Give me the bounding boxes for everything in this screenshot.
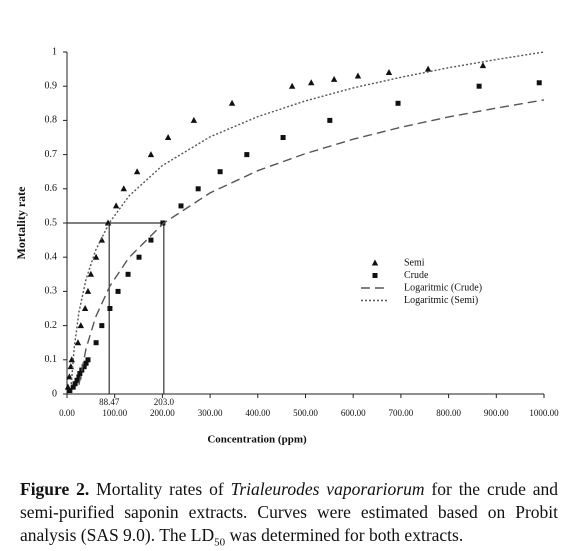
y-axis-label: Mortality rate [14, 186, 28, 260]
y-tick-label: 0.7 [45, 149, 58, 160]
legend-marker [372, 273, 378, 278]
x-tick-label: 0.00 [59, 408, 75, 418]
data-point [104, 219, 112, 226]
data-point [98, 236, 106, 243]
legend-label: Semi [404, 257, 425, 268]
data-point [70, 384, 76, 390]
data-point [217, 169, 223, 175]
y-tick-label: 1 [52, 46, 57, 57]
caption-text: was determined for both extracts. [225, 525, 464, 545]
x-tick-label: 100.00 [102, 408, 127, 418]
data-point [81, 305, 89, 311]
data-point [120, 185, 127, 192]
data-point [288, 82, 296, 89]
caption-text: Figure 2. [20, 479, 90, 499]
data-point [228, 99, 236, 106]
data-point [385, 69, 393, 76]
data-point [330, 75, 338, 82]
data-point [68, 356, 75, 363]
data-point [244, 152, 250, 158]
x-tick-label: 800.00 [436, 408, 461, 418]
y-tick-label: 0.2 [45, 320, 58, 331]
x-tick-label: 900.00 [484, 408, 509, 418]
data-point [148, 237, 154, 243]
data-point [85, 357, 91, 363]
caption: Figure 2. Mortality rates of Trialeurode… [20, 478, 558, 551]
data-point [536, 80, 542, 86]
y-tick-label: 0.6 [45, 183, 58, 194]
data-point [476, 83, 482, 89]
data-point [74, 339, 82, 346]
reference-label: 203.0 [154, 397, 175, 407]
caption-text: Trialeurodes vaporariorum [230, 479, 425, 499]
y-tick-label: 0.8 [45, 115, 58, 126]
data-point [83, 360, 89, 366]
x-axis-label: Concentration (ppm) [207, 434, 307, 446]
data-point [66, 373, 73, 380]
x-tick-label: 500.00 [293, 408, 318, 418]
data-point [112, 202, 120, 209]
data-point [308, 79, 315, 86]
data-point [147, 151, 155, 158]
data-point [125, 271, 131, 277]
x-tick-label: 300.00 [198, 408, 223, 418]
legend-label: Logaritmic (Crude) [404, 282, 482, 293]
x-tick-label: 600.00 [341, 408, 366, 418]
data-point [76, 374, 82, 380]
data-point [136, 254, 142, 260]
data-point [107, 306, 113, 311]
data-point [87, 270, 95, 277]
data-point [93, 340, 99, 346]
legend-marker [371, 259, 379, 266]
data-point [81, 364, 87, 370]
data-point [67, 388, 73, 394]
x-tick-label: 700.00 [389, 408, 414, 418]
data-point [133, 168, 141, 175]
fit-line [70, 51, 545, 385]
data-point [164, 134, 172, 140]
legend-label: Crude [404, 270, 429, 281]
fit-line [78, 99, 545, 385]
data-point [99, 323, 105, 329]
data-point [195, 186, 201, 192]
data-point [115, 288, 121, 294]
y-tick-label: 0.1 [45, 354, 58, 365]
y-tick-label: 0 [52, 388, 57, 399]
y-tick-label: 0.9 [45, 80, 58, 91]
data-point [178, 203, 184, 209]
legend-label: Logaritmic (Semi) [404, 295, 478, 306]
data-point [74, 377, 80, 383]
data-point [354, 72, 362, 79]
y-tick-label: 0.3 [45, 286, 58, 297]
caption-text: Mortality rates of [89, 479, 231, 499]
data-point [190, 116, 198, 123]
chart: Concentration (ppm) Mortality rate 0 0.1 0… [14, 46, 559, 446]
data-point [327, 117, 333, 123]
reference-label: 88.47 [99, 397, 120, 407]
x-tick-label: 400.00 [245, 408, 270, 418]
caption-text: 50 [214, 536, 226, 549]
data-point [72, 381, 78, 387]
data-point [280, 135, 286, 140]
y-tick-label: 0.4 [45, 251, 58, 262]
data-point [77, 322, 85, 329]
data-point [84, 287, 92, 294]
data-point [77, 370, 83, 376]
x-tick-label: 1000.00 [529, 408, 559, 418]
x-tick-label: 200.00 [150, 408, 175, 418]
y-tick-label: 0.5 [45, 217, 58, 228]
data-point [424, 65, 432, 72]
data-point [92, 253, 100, 260]
data-point [395, 100, 401, 106]
data-point [479, 62, 487, 69]
caption-text: for the crude and semi-purified saponin … [20, 479, 558, 545]
